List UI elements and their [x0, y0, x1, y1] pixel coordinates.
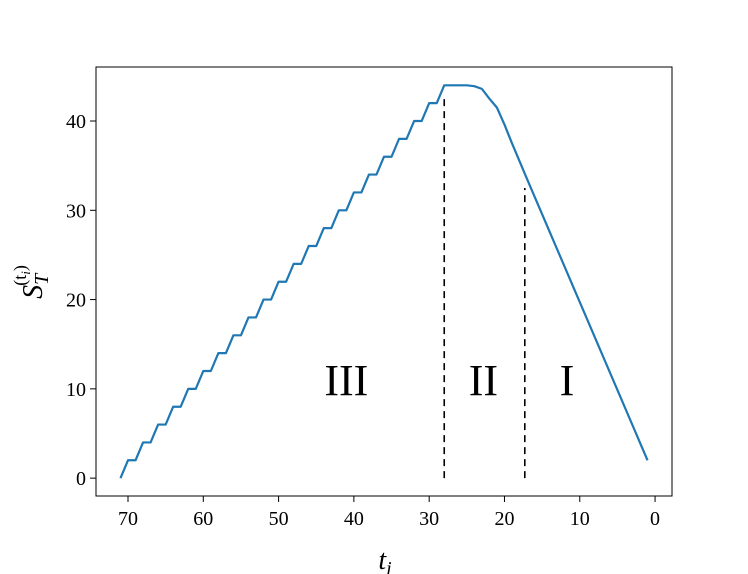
region-label: III	[324, 356, 368, 405]
x-tick-label: 20	[494, 508, 514, 530]
region-label: I	[560, 356, 575, 405]
x-tick-label: 10	[570, 508, 590, 530]
region-label: II	[469, 356, 498, 405]
y-tick-label: 10	[66, 379, 86, 401]
x-label-base: t	[378, 545, 387, 574]
y-tick-label: 0	[76, 468, 86, 490]
x-tick-label: 0	[650, 508, 660, 530]
y-axis-label: ST(ti)	[10, 265, 53, 299]
x-tick-label: 60	[193, 508, 213, 530]
y-label-base: S	[18, 285, 49, 299]
x-tick-label: 40	[344, 508, 364, 530]
x-axis-label: ti	[378, 545, 391, 574]
data-line	[119, 84, 649, 479]
y-label-sup: (t	[10, 275, 31, 286]
y-tick-label: 20	[66, 290, 86, 312]
x-tick-label: 70	[118, 508, 138, 530]
y-tick-label: 40	[66, 111, 86, 133]
x-tick-label: 30	[419, 508, 439, 530]
y-tick-label: 30	[66, 200, 86, 222]
y-label-sup-end: )	[10, 265, 31, 271]
y-label-sub: T	[31, 272, 53, 285]
x-label-sub: i	[386, 558, 392, 574]
plot-frame	[95, 66, 673, 497]
x-tick-label: 50	[269, 508, 289, 530]
y-label-sup-sub: i	[18, 271, 33, 275]
